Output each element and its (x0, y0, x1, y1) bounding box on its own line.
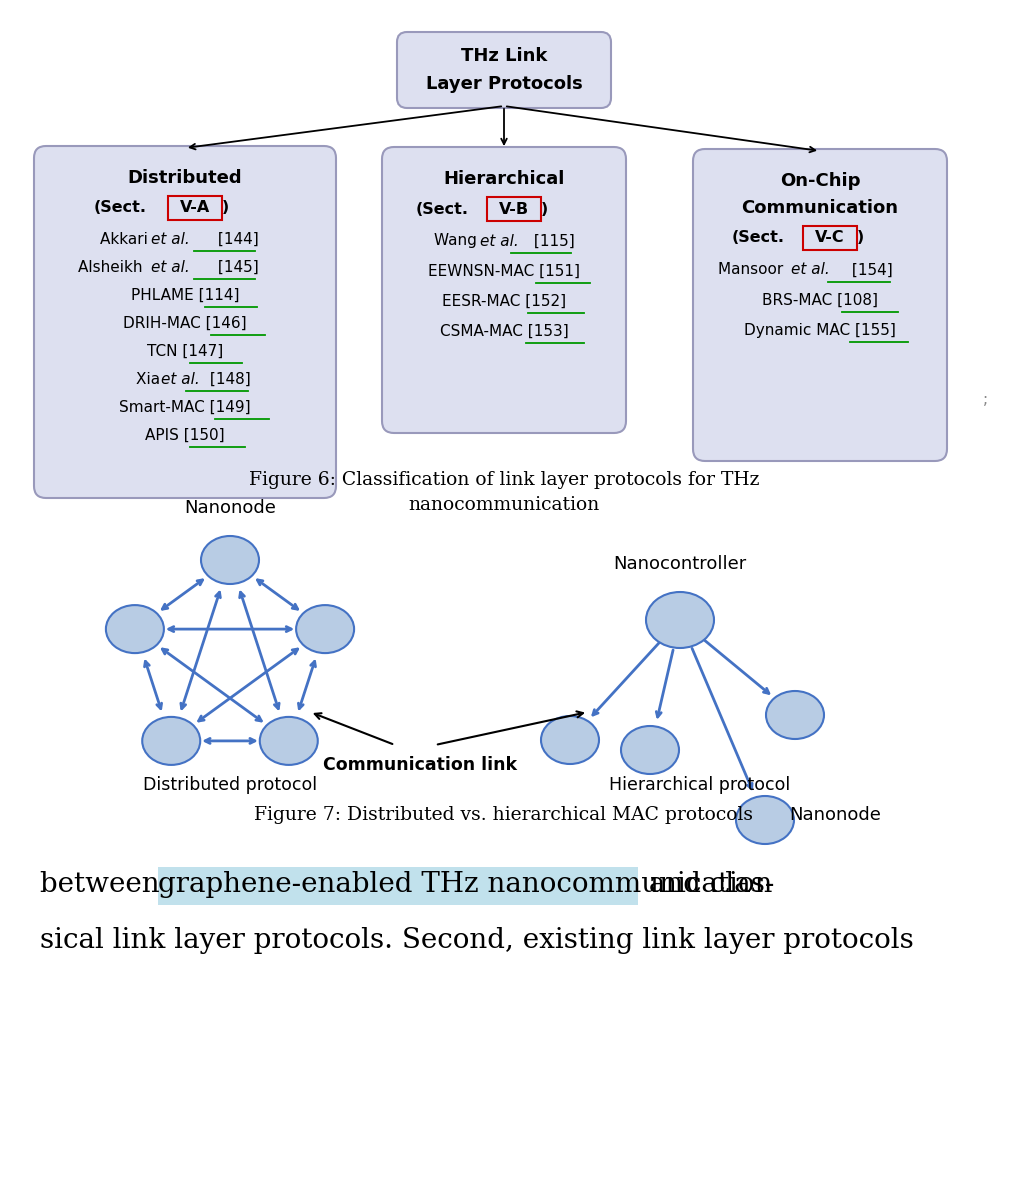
Text: EEWNSN-MAC [151]: EEWNSN-MAC [151] (428, 264, 580, 278)
Text: Nanocontroller: Nanocontroller (613, 554, 747, 572)
Text: Xia: Xia (136, 372, 165, 386)
Text: (Sect.: (Sect. (732, 230, 785, 246)
Text: Communication link: Communication link (323, 756, 517, 774)
Text: [154]: [154] (847, 263, 893, 277)
Text: Hierarchical protocol: Hierarchical protocol (609, 776, 791, 794)
Text: Distributed protocol: Distributed protocol (143, 776, 317, 794)
Text: graphene-enabled THz nanocommunication: graphene-enabled THz nanocommunication (158, 871, 772, 899)
Text: sical link layer protocols. Second, existing link layer protocols: sical link layer protocols. Second, exis… (40, 926, 914, 954)
Ellipse shape (201, 536, 259, 584)
Text: [145]: [145] (213, 259, 258, 275)
Text: V-B: V-B (498, 202, 529, 216)
FancyBboxPatch shape (34, 146, 336, 498)
Ellipse shape (541, 716, 599, 764)
Ellipse shape (766, 691, 824, 739)
Text: Hierarchical: Hierarchical (443, 170, 565, 188)
Text: CSMA-MAC [153]: CSMA-MAC [153] (440, 324, 568, 338)
Text: V-C: V-C (815, 230, 845, 246)
Ellipse shape (142, 716, 200, 764)
Ellipse shape (259, 716, 318, 764)
Text: Communication: Communication (742, 199, 898, 217)
Ellipse shape (106, 605, 163, 653)
Text: et al.: et al. (150, 259, 190, 275)
Text: ): ) (541, 202, 548, 216)
FancyBboxPatch shape (158, 866, 638, 905)
Text: Layer Protocols: Layer Protocols (426, 74, 582, 92)
Text: On-Chip: On-Chip (780, 172, 861, 190)
Text: Akkari: Akkari (100, 232, 153, 246)
Text: et al.: et al. (479, 234, 519, 248)
Text: Smart-MAC [149]: Smart-MAC [149] (119, 400, 251, 414)
Text: et al.: et al. (160, 372, 200, 386)
Text: ;: ; (983, 392, 988, 408)
Text: APIS [150]: APIS [150] (145, 427, 225, 443)
Text: [115]: [115] (529, 234, 575, 248)
Text: THz Link: THz Link (461, 47, 547, 65)
Ellipse shape (646, 592, 714, 648)
Text: DRIH-MAC [146]: DRIH-MAC [146] (123, 316, 247, 330)
Text: et al.: et al. (791, 263, 829, 277)
Text: Wang: Wang (434, 234, 482, 248)
Text: Figure 6: Classification of link layer protocols for THz: Figure 6: Classification of link layer p… (249, 470, 759, 490)
Text: ): ) (222, 200, 229, 216)
Text: [144]: [144] (213, 232, 258, 246)
Ellipse shape (736, 796, 794, 844)
Ellipse shape (621, 726, 679, 774)
Text: EESR-MAC [152]: EESR-MAC [152] (442, 294, 566, 308)
Text: [148]: [148] (205, 372, 251, 386)
Text: (Sect.: (Sect. (416, 202, 469, 216)
Text: ): ) (857, 230, 865, 246)
Text: Figure 7: Distributed vs. hierarchical MAC protocols: Figure 7: Distributed vs. hierarchical M… (254, 806, 754, 824)
Text: PHLAME [114]: PHLAME [114] (131, 288, 239, 302)
Text: nanocommunication: nanocommunication (409, 496, 599, 514)
FancyBboxPatch shape (382, 146, 626, 433)
Text: Nanonode: Nanonode (184, 499, 275, 517)
Text: V-A: V-A (180, 200, 210, 216)
Text: Distributed: Distributed (128, 169, 242, 187)
Text: between: between (40, 871, 169, 899)
Text: Nanonode: Nanonode (789, 806, 881, 824)
FancyBboxPatch shape (397, 32, 611, 108)
Text: Dynamic MAC [155]: Dynamic MAC [155] (744, 323, 896, 337)
Text: BRS-MAC [108]: BRS-MAC [108] (762, 293, 878, 307)
Text: Mansoor: Mansoor (717, 263, 788, 277)
Text: Alsheikh: Alsheikh (78, 259, 147, 275)
Text: TCN [147]: TCN [147] (147, 343, 223, 359)
Ellipse shape (296, 605, 354, 653)
Text: and clas-: and clas- (640, 871, 774, 899)
FancyBboxPatch shape (693, 149, 947, 461)
Text: et al.: et al. (150, 232, 190, 246)
Text: (Sect.: (Sect. (94, 200, 147, 216)
